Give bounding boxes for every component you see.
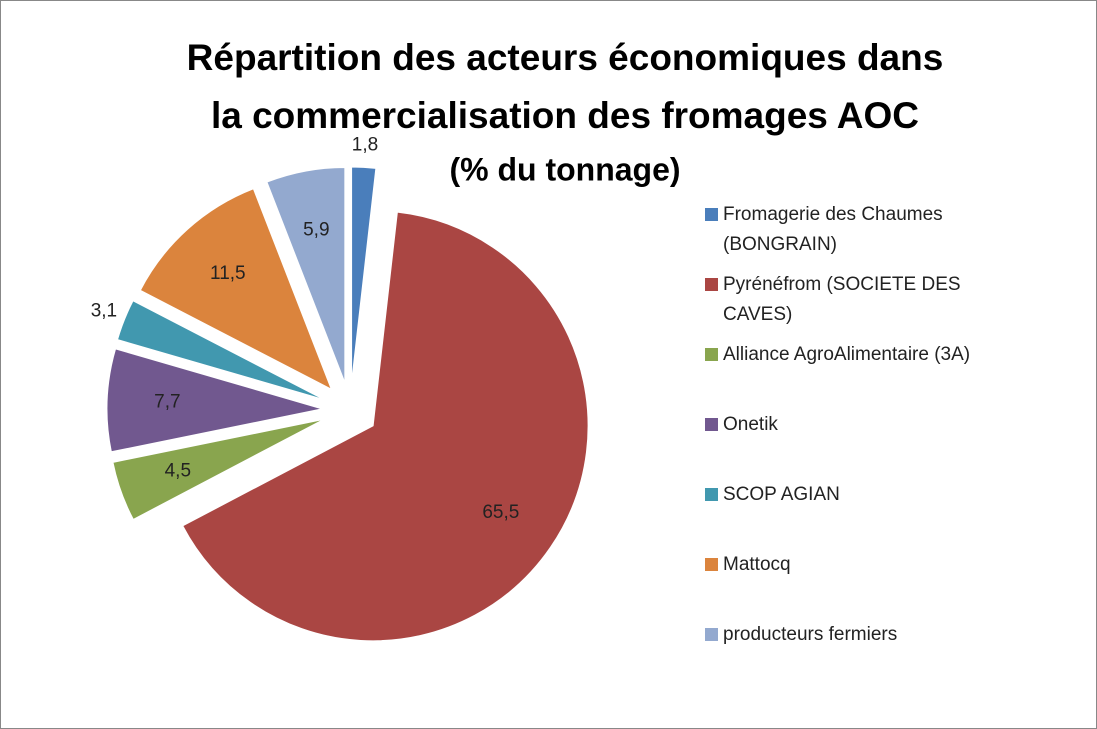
legend-swatch bbox=[705, 418, 718, 431]
legend-swatch bbox=[705, 208, 718, 221]
legend-label: Mattocq bbox=[723, 554, 791, 575]
data-label: 65,5 bbox=[482, 502, 519, 523]
chart-subtitle: (% du tonnage) bbox=[449, 151, 680, 187]
legend-label: Alliance AgroAlimentaire (3A) bbox=[723, 344, 971, 365]
legend-item: Pyrénéfrom (SOCIETE DES CAVES) bbox=[705, 270, 1005, 330]
legend-label: Onetik bbox=[723, 414, 778, 435]
legend-item: Fromagerie des Chaumes (BONGRAIN) bbox=[705, 200, 1005, 260]
legend-item: Onetik bbox=[705, 410, 1005, 440]
legend-item: producteurs fermiers bbox=[705, 620, 1005, 650]
chart-title: Répartition des acteurs économiques dans bbox=[187, 37, 944, 78]
legend-swatch bbox=[705, 628, 718, 641]
legend-swatch bbox=[705, 488, 718, 501]
legend-label: SCOP AGIAN bbox=[723, 484, 840, 505]
pie-slice bbox=[112, 418, 324, 521]
pie-slice bbox=[106, 348, 323, 453]
pie-slice bbox=[139, 188, 333, 391]
data-label: 11,5 bbox=[210, 263, 246, 284]
pie-slice bbox=[351, 166, 377, 383]
data-label: 3,1 bbox=[91, 301, 117, 322]
data-label: 5,9 bbox=[303, 219, 329, 240]
legend-label: Pyrénéfrom (SOCIETE DES CAVES) bbox=[723, 274, 961, 325]
data-label: 7,7 bbox=[154, 392, 180, 413]
legend-swatch bbox=[705, 558, 718, 571]
legend-label: Fromagerie des Chaumes (BONGRAIN) bbox=[723, 204, 943, 255]
legend-swatch bbox=[705, 278, 718, 291]
legend-item: SCOP AGIAN bbox=[705, 480, 1005, 510]
legend-swatch bbox=[705, 348, 718, 361]
pie-slice bbox=[266, 166, 346, 383]
pie-slice bbox=[116, 300, 325, 401]
legend-item: Alliance AgroAlimentaire (3A) bbox=[705, 340, 1005, 370]
legend-item: Mattocq bbox=[705, 550, 1005, 580]
chart-title: la commercialisation des fromages AOC bbox=[211, 95, 919, 136]
pie-slice bbox=[182, 211, 589, 642]
legend-label: producteurs fermiers bbox=[723, 624, 898, 645]
data-label: 1,8 bbox=[352, 134, 378, 155]
data-label: 4,5 bbox=[165, 460, 191, 481]
